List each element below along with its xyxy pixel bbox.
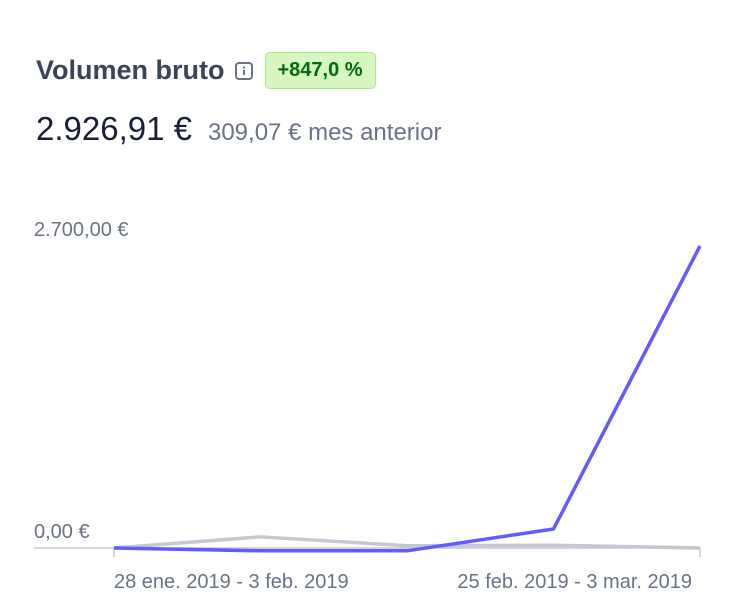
- title: Volumen bruto: [36, 55, 225, 85]
- line: [113, 535, 701, 550]
- header: Volumen bruto +847,0 %: [36, 52, 376, 89]
- total: 2.926,91 €: [36, 110, 192, 147]
- y-tick-label: 0,00 €: [34, 521, 90, 543]
- info-icon[interactable]: [234, 61, 253, 80]
- y-tick-label: 2.700,00 €: [34, 219, 129, 241]
- totals: 2.926,91 € 309,07 € mes anterior: [36, 110, 441, 148]
- change-badge: +847,0 %: [264, 52, 376, 89]
- previous: 309,07 € mes anterior: [207, 119, 442, 146]
- x-tick-label: 25 feb. 2019 - 3 mar. 2019: [457, 571, 692, 593]
- line: [113, 245, 702, 553]
- x-tick-label: 28 ene. 2019 - 3 feb. 2019: [114, 571, 349, 593]
